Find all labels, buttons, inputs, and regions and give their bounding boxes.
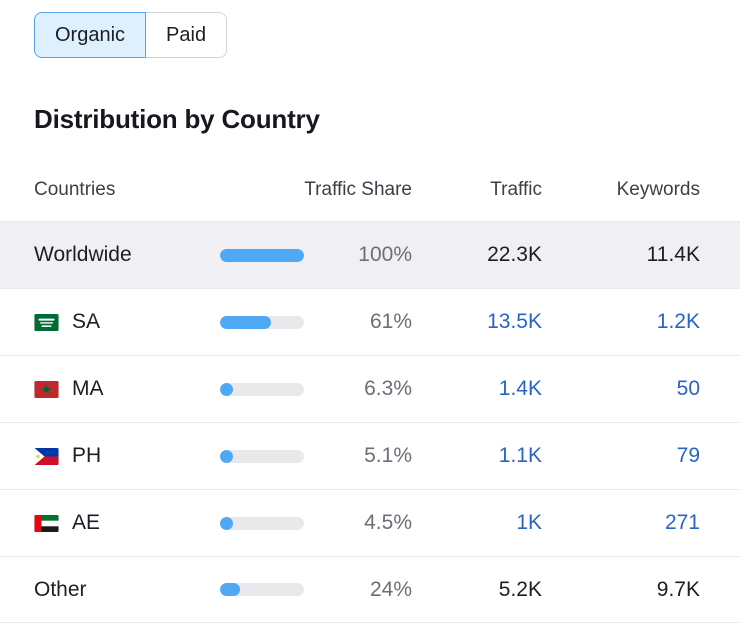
country-cell: MA (0, 377, 220, 401)
table-row-other: Other 24% 5.2K 9.7K (0, 556, 740, 623)
bar-fill (220, 382, 233, 396)
traffic-share-bar (220, 248, 310, 262)
traffic-share-value: 61% (369, 310, 412, 333)
header-traffic-share: Traffic Share (304, 179, 412, 200)
traffic-share-bar (220, 382, 310, 396)
bar-fill (220, 583, 241, 596)
country-label: AE (72, 511, 101, 534)
bar-fill (220, 516, 233, 530)
keywords-link[interactable]: 79 (676, 444, 700, 467)
country-cell: AE (0, 511, 220, 535)
traffic-link[interactable]: 13.5K (487, 310, 542, 333)
country-label: Worldwide (34, 243, 132, 266)
table-row-worldwide: Worldwide 100% 22.3K 11.4K (0, 221, 740, 288)
country-label: MA (72, 377, 104, 400)
header-countries: Countries (34, 179, 116, 200)
traffic-share-bar (220, 516, 310, 530)
traffic-share-value: 5.1% (364, 444, 412, 467)
table-row-ph: PH 5.1% 1.1K 79 (0, 422, 740, 489)
bar-track (220, 516, 304, 530)
country-cell: Worldwide (0, 243, 220, 267)
bar-track (220, 248, 304, 262)
keywords-link[interactable]: 50 (676, 377, 700, 400)
traffic-share-value: 24% (369, 577, 412, 601)
country-label: Other (34, 577, 87, 601)
country-label: PH (72, 444, 102, 467)
traffic-link[interactable]: 1K (516, 511, 542, 534)
table-row-ma: MA 6.3% 1.4K 50 (0, 355, 740, 422)
traffic-share-value: 100% (358, 243, 412, 266)
keywords-link[interactable]: 1.2K (656, 310, 700, 333)
keywords-value: 11.4K (646, 243, 700, 266)
traffic-share-value: 4.5% (364, 511, 412, 534)
traffic-share-value: 6.3% (364, 377, 412, 400)
section-title: Distribution by Country (34, 104, 320, 134)
header-traffic: Traffic (490, 179, 542, 200)
table-row-sa: SA 61% 13.5K 1.2K (0, 288, 740, 355)
traffic-link[interactable]: 1.1K (498, 444, 542, 467)
country-distribution-table: Countries Traffic Share Traffic Keywords… (0, 159, 740, 623)
bar-track (220, 315, 304, 329)
morocco-flag-icon (34, 380, 59, 398)
country-cell: Other (0, 578, 220, 602)
traffic-share-bar (220, 449, 310, 463)
uae-flag-icon (34, 514, 59, 532)
country-label: SA (72, 310, 101, 333)
paid-tab[interactable]: Paid (146, 12, 228, 58)
organic-tab[interactable]: Organic (34, 12, 147, 58)
table-row-ae: AE 4.5% 1K 271 (0, 489, 740, 556)
philippines-flag-icon (34, 447, 59, 465)
report-type-toggle: Organic Paid (34, 12, 228, 58)
bar-fill (220, 449, 233, 463)
traffic-value: 22.3K (487, 243, 542, 266)
bar-track (220, 449, 304, 463)
traffic-value: 5.2K (498, 577, 542, 601)
bar-fill (220, 315, 272, 329)
traffic-link[interactable]: 1.4K (498, 377, 542, 400)
table-header-row: Countries Traffic Share Traffic Keywords (0, 159, 740, 221)
bar-fill (220, 248, 304, 262)
bar-track (220, 583, 304, 596)
saudi-arabia-flag-icon (34, 313, 59, 331)
bar-track (220, 382, 304, 396)
country-cell: SA (0, 310, 220, 334)
traffic-share-bar (220, 583, 310, 596)
keywords-link[interactable]: 271 (664, 511, 700, 534)
traffic-share-bar (220, 315, 310, 329)
keywords-value: 9.7K (656, 577, 700, 601)
country-cell: PH (0, 444, 220, 468)
header-keywords: Keywords (616, 179, 700, 200)
